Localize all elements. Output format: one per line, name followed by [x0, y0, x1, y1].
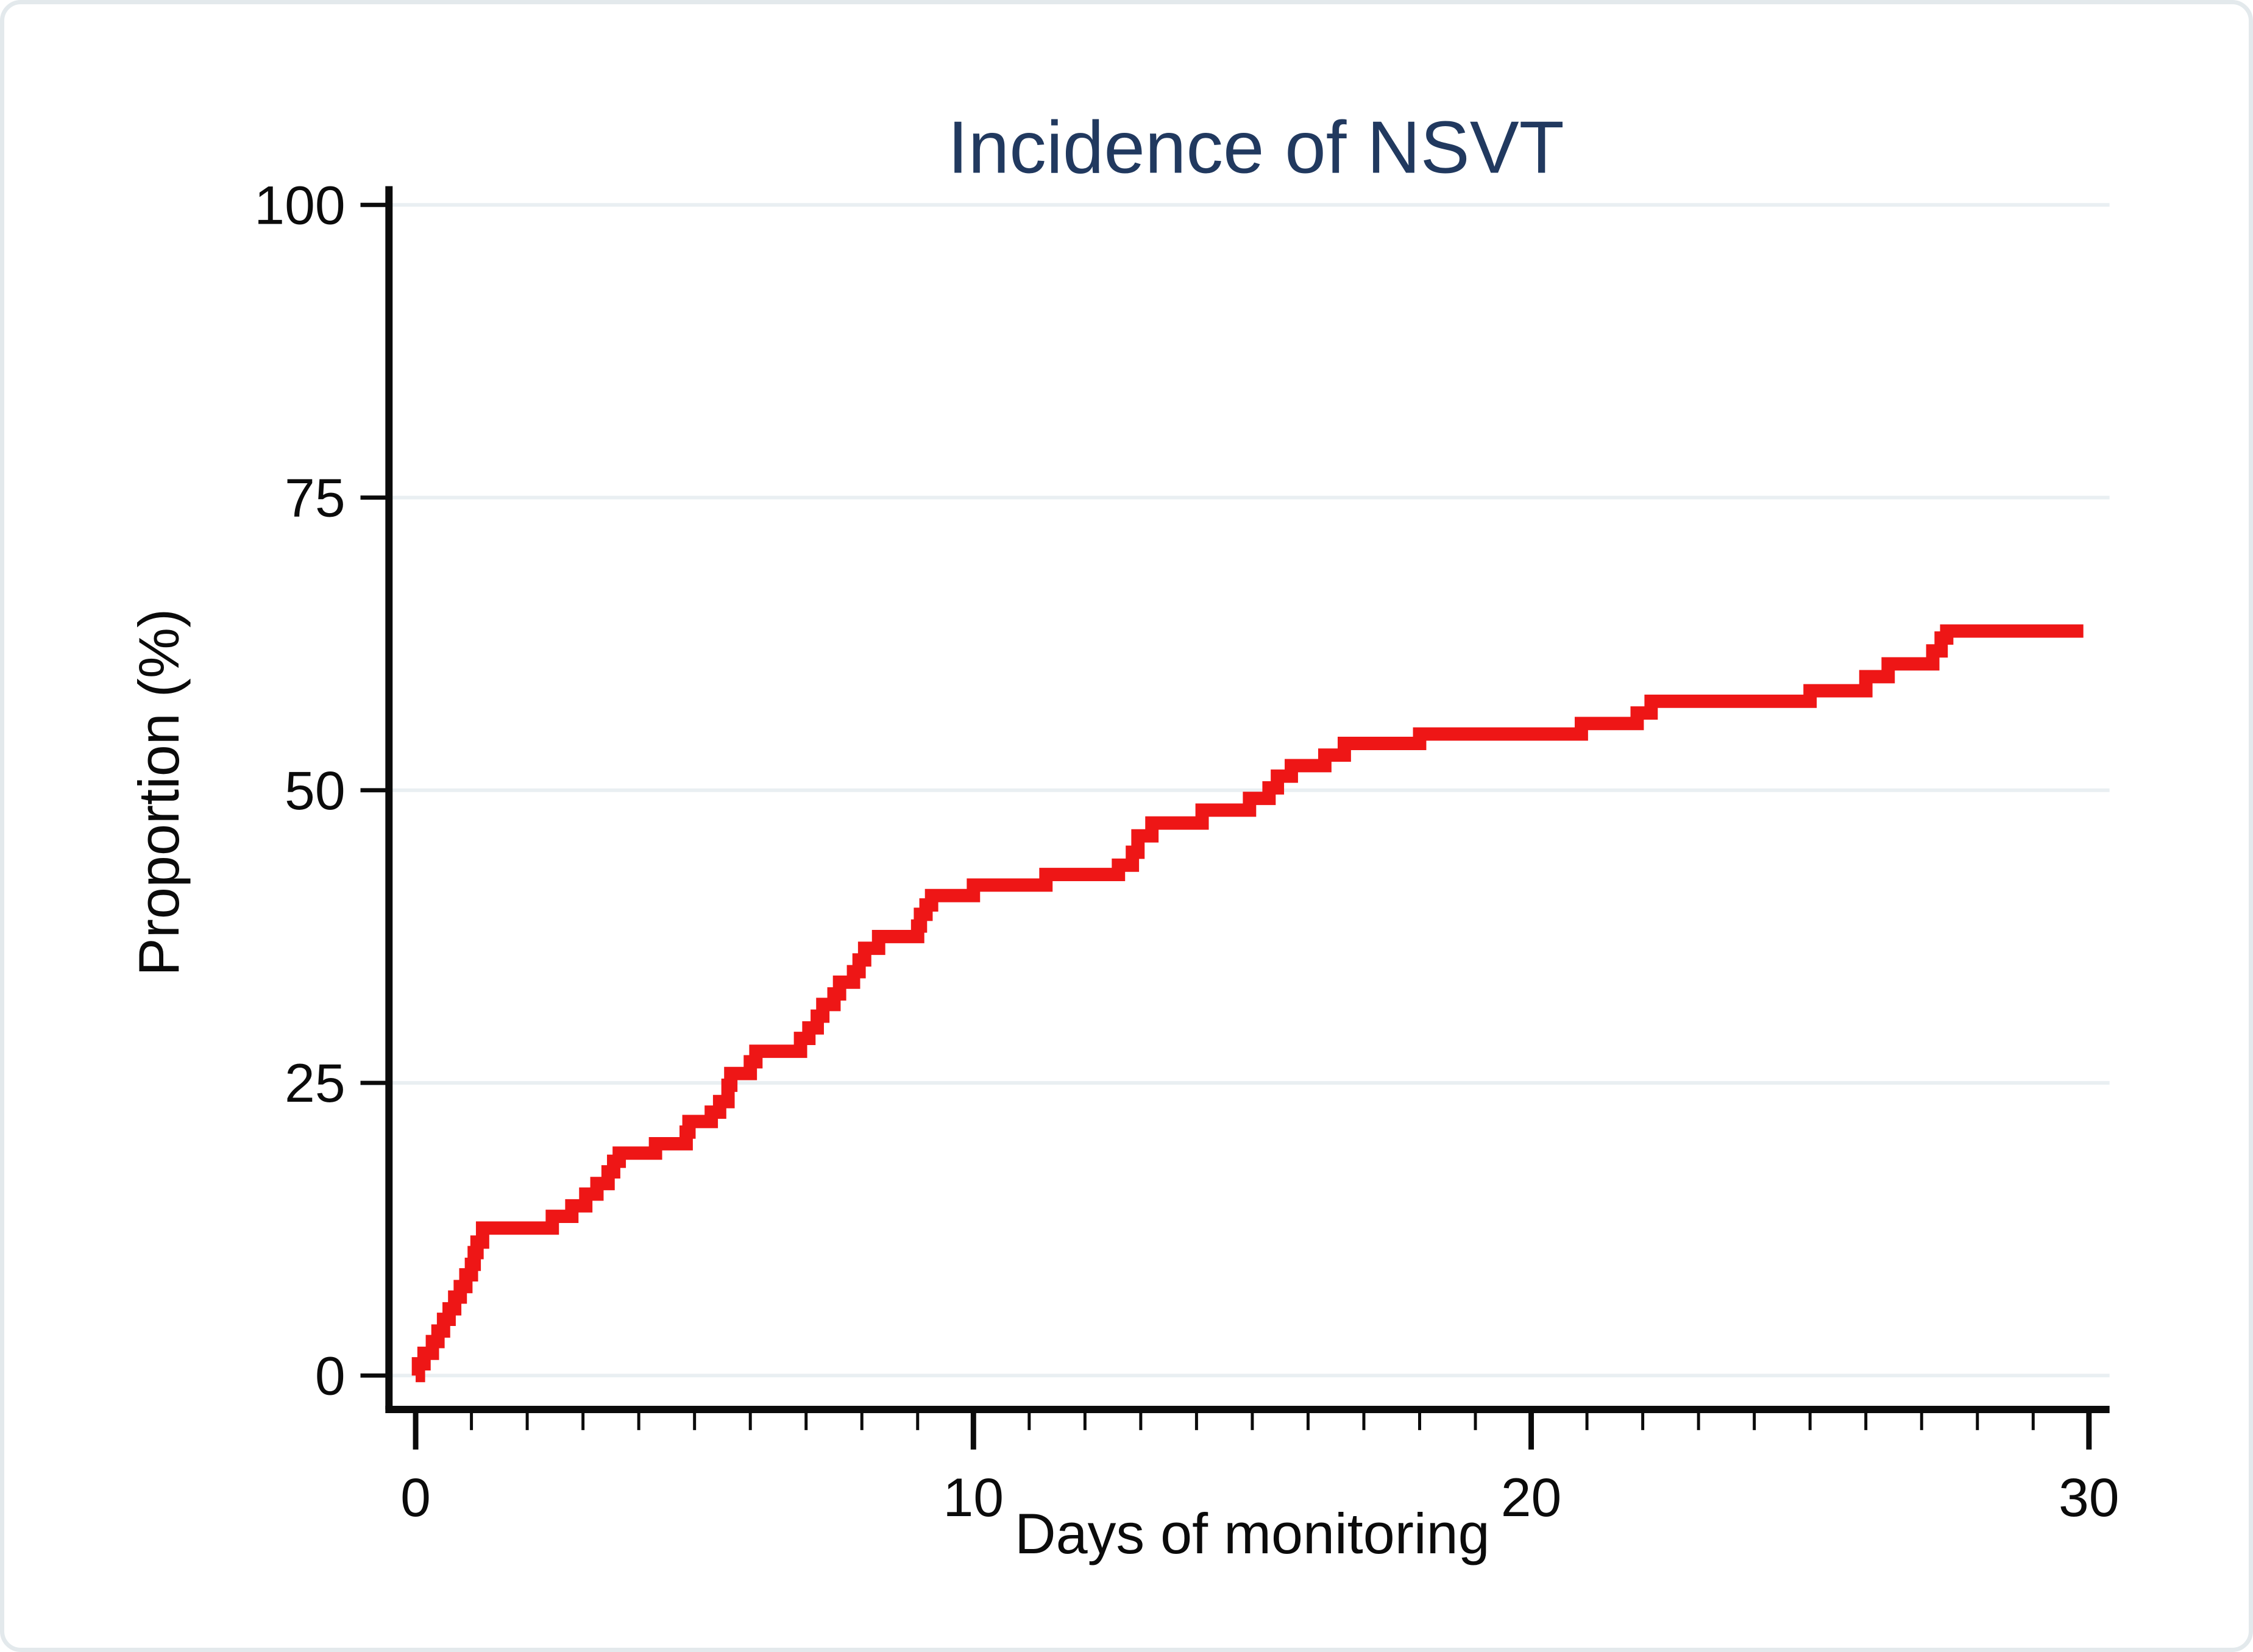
tick-label-layer: 0 25 50 75 100 0 10 20 30 [254, 174, 2119, 1528]
x-tick-label: 0 [400, 1467, 431, 1528]
y-tick-label: 50 [285, 760, 346, 821]
y-tick-label: 25 [285, 1052, 346, 1113]
y-axis-label: Proportion (%) [127, 609, 191, 976]
x-axis-label: Days of monitoring [1015, 1501, 1490, 1565]
axis-layer [385, 186, 2110, 1413]
km-chart-canvas: 0 25 50 75 100 0 10 20 30 Incidence of NSVT Days… [127, 106, 2120, 1565]
y-tick-label: 0 [315, 1345, 346, 1406]
incidence-step-line [411, 624, 2084, 1383]
gridline-layer [389, 203, 2110, 1378]
x-tick-label: 30 [2059, 1467, 2120, 1528]
y-tick-label: 100 [254, 174, 345, 235]
tick-layer [360, 202, 2092, 1450]
chart-title: Incidence of NSVT [948, 106, 1564, 189]
y-tick-label: 75 [285, 467, 346, 528]
x-tick-label: 20 [1501, 1467, 1562, 1528]
x-tick-label: 10 [943, 1467, 1004, 1528]
